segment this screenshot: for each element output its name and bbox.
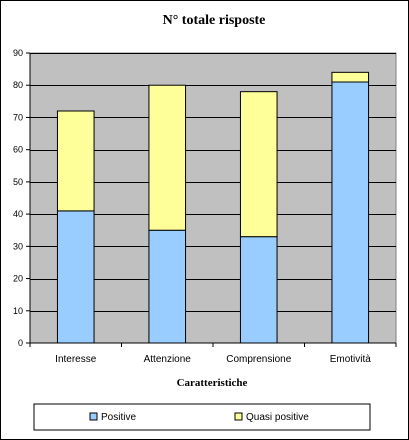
x-tick-label: Interesse <box>55 354 97 365</box>
bar-quasi-positive <box>239 91 278 238</box>
bar-positive <box>148 229 187 344</box>
y-tick-label: 0 <box>18 338 23 348</box>
x-axis-ticks: Interesse Attenzione Comprensione Emotività <box>29 343 397 365</box>
x-tick-label: Comprensione <box>226 354 291 365</box>
y-tick-label: 80 <box>13 80 23 90</box>
bar-quasi-positive <box>56 110 95 212</box>
bar-positive <box>56 210 95 344</box>
legend-box <box>33 403 371 431</box>
legend-label-positive: Positive <box>101 412 136 423</box>
y-tick-label: 10 <box>13 306 23 316</box>
x-tick-label: Attenzione <box>144 354 192 365</box>
bar-quasi-positive <box>148 84 187 231</box>
legend: Positive Quasi positive <box>33 403 371 431</box>
bar-positive <box>331 81 370 344</box>
y-tick-label: 30 <box>13 241 23 251</box>
y-tick-label: 40 <box>13 209 23 219</box>
y-tick-label: 70 <box>13 112 23 122</box>
y-tick-label: 50 <box>13 177 23 187</box>
y-tick-label: 60 <box>13 145 23 155</box>
legend-swatch-quasi-positive <box>234 412 243 421</box>
legend-swatch-positive <box>89 412 98 421</box>
bars <box>56 71 370 344</box>
chart-title: N° totale risposte <box>163 13 266 28</box>
x-tick-label: Emotività <box>330 354 372 365</box>
x-axis-title: Caratteristiche <box>177 377 248 389</box>
bar-quasi-positive <box>331 71 370 83</box>
bar-positive <box>239 236 278 344</box>
y-tick-label: 90 <box>13 48 23 58</box>
y-axis-ticks: 0 10 20 30 40 50 60 70 80 90 <box>13 48 30 348</box>
y-tick-label: 20 <box>13 274 23 284</box>
legend-label-quasi-positive: Quasi positive <box>246 412 309 423</box>
